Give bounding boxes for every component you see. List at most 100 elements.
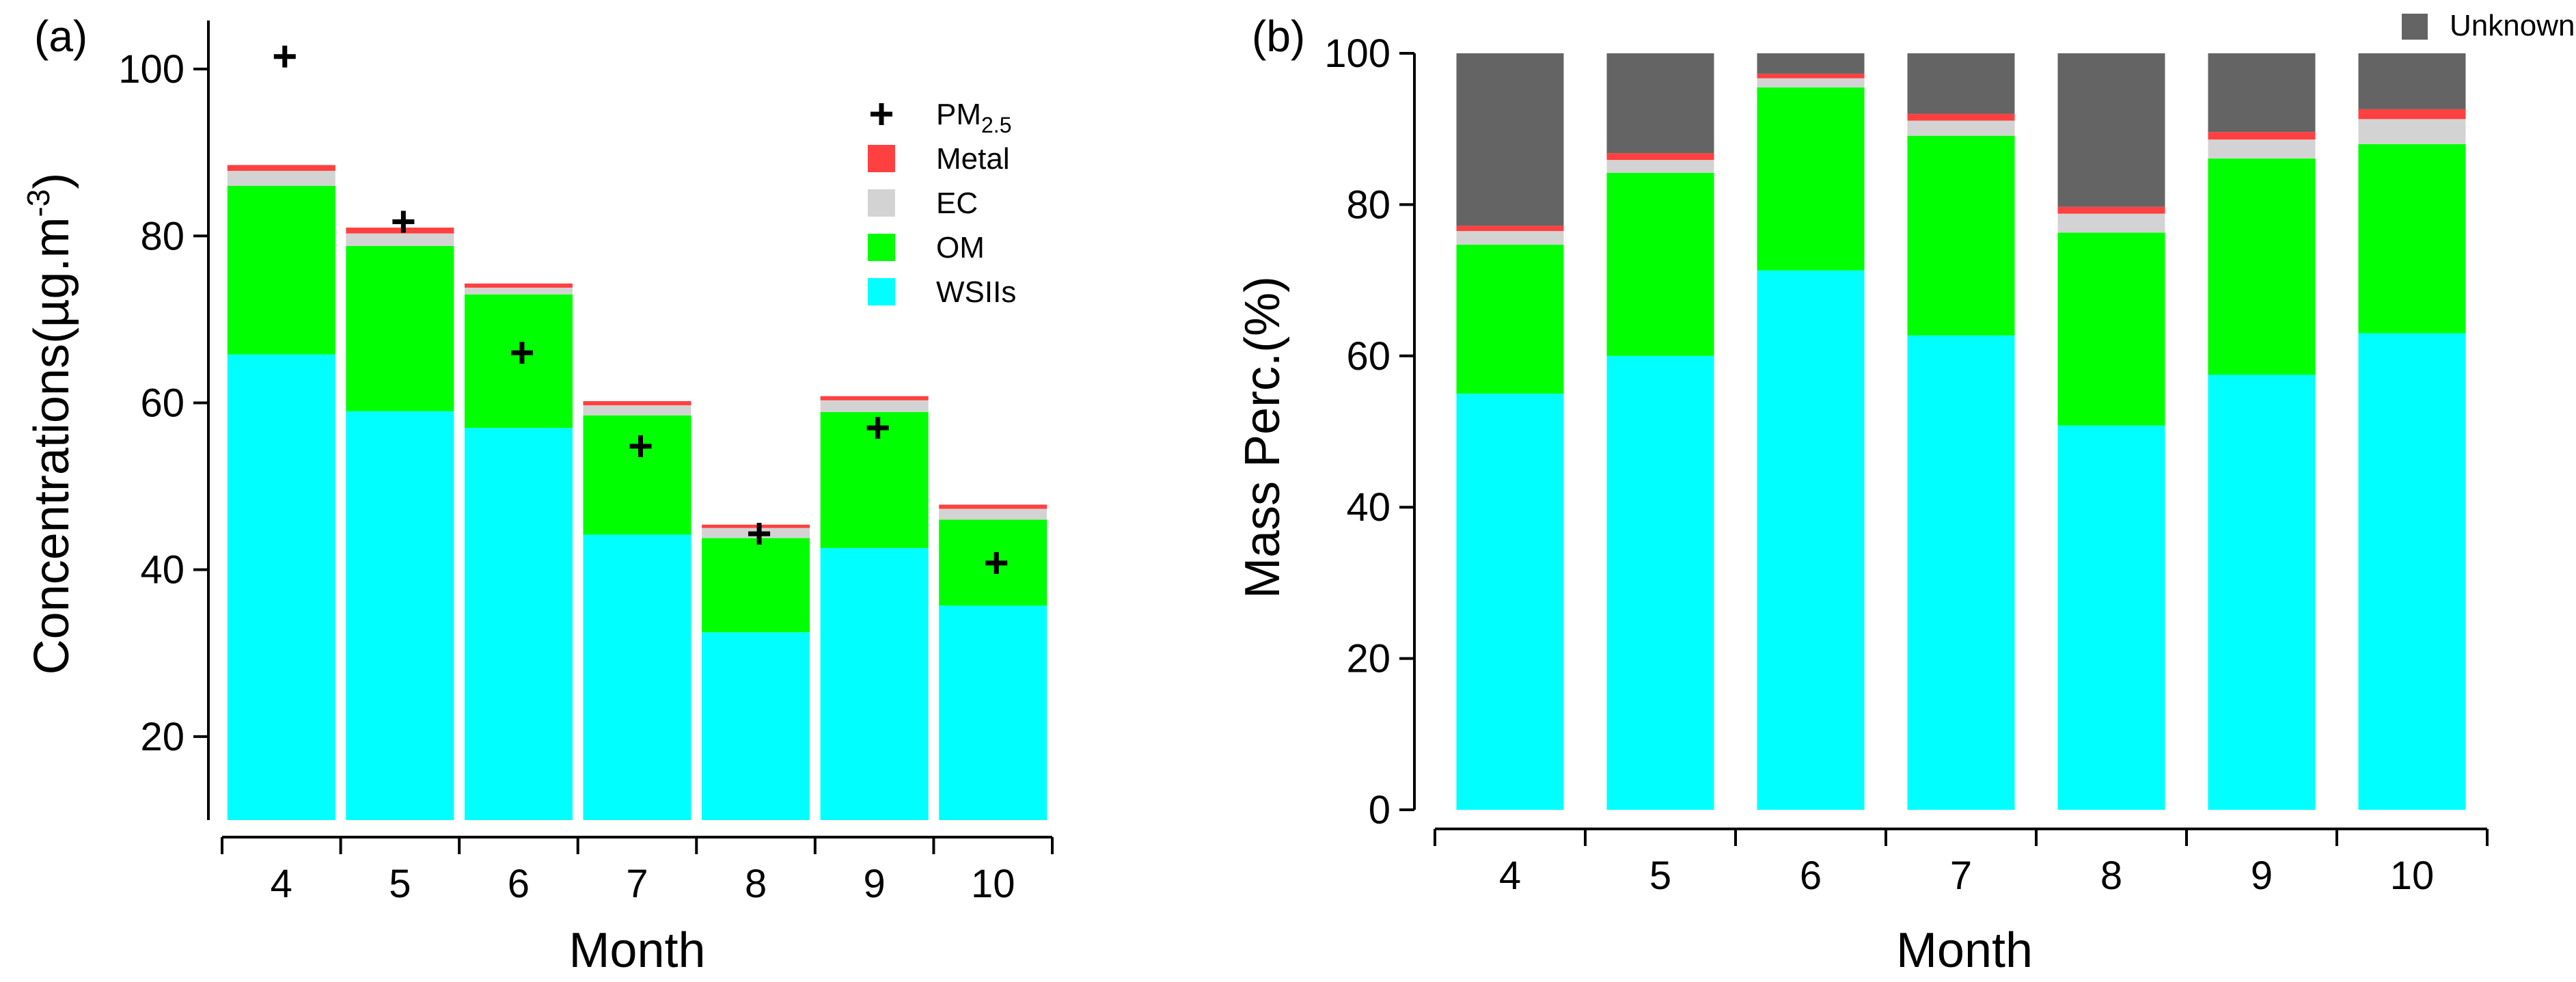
y-tick-label-b-80: 80 — [1346, 182, 1390, 227]
bar-a-om-month-8 — [702, 538, 810, 633]
bar-a-metal-month-5 — [346, 228, 454, 234]
pm25-marker-month-10 — [985, 551, 1008, 574]
x-tick-label-b-10: 10 — [2390, 854, 2435, 898]
y-tick-label-b-100: 100 — [1324, 31, 1390, 76]
bar-b-om-month-4 — [1456, 245, 1564, 394]
bar-b-metal-month-4 — [1456, 226, 1564, 232]
pm25-marker-month-8 — [748, 523, 771, 545]
pm25-marker-month-9 — [866, 417, 889, 439]
y-tick-label-a-60: 60 — [140, 381, 184, 425]
bar-b-wsiis-month-10 — [2358, 333, 2466, 810]
x-tick-label-a-8: 8 — [745, 862, 767, 906]
bar-b-metal-month-9 — [2208, 132, 2316, 140]
bar-a-wsiis-month-8 — [702, 632, 810, 820]
x-axis-title-a: Month — [568, 923, 705, 978]
bar-b-wsiis-month-7 — [1907, 335, 2015, 810]
y-tick-label-a-80: 80 — [140, 214, 184, 258]
bar-a-wsiis-month-7 — [583, 534, 691, 820]
y-axis-title-a-main: Concentrations(µg.m — [25, 217, 79, 675]
bar-b-unknown-month-9 — [2208, 53, 2316, 133]
bar-b-unknown-month-5 — [1606, 53, 1714, 154]
x-tick-label-a-4: 4 — [271, 862, 292, 906]
bar-b-unknown-month-6 — [1757, 53, 1865, 74]
legend-b-label-unknown: Unknown — [2450, 9, 2575, 42]
pm25-marker-month-7 — [629, 435, 652, 457]
bar-a-ec-month-5 — [346, 233, 454, 246]
legend-a-swatch-metal — [868, 145, 895, 172]
bar-a-ec-month-9 — [820, 400, 929, 412]
bar-a-metal-month-9 — [820, 396, 929, 400]
y-tick-label-a-100: 100 — [118, 47, 184, 92]
bar-a-om-month-9 — [820, 411, 929, 548]
bar-b-om-month-8 — [2057, 232, 2165, 426]
y-tick-label-b-40: 40 — [1346, 485, 1390, 530]
bar-b-metal-month-8 — [2057, 206, 2165, 214]
bar-b-metal-month-7 — [1907, 113, 2015, 121]
x-tick-label-b-8: 8 — [2100, 854, 2122, 898]
bar-b-unknown-month-10 — [2358, 53, 2466, 109]
panel-a-label: (a) — [34, 12, 87, 61]
bar-a-metal-month-10 — [939, 504, 1047, 509]
x-tick-label-b-4: 4 — [1499, 854, 1521, 898]
y-axis-title-b: Mass Perc.(%) — [1235, 276, 1290, 599]
bar-b-metal-month-5 — [1606, 153, 1714, 161]
bar-b-wsiis-month-8 — [2057, 425, 2165, 810]
panel-b-label: (b) — [1252, 12, 1305, 61]
bar-b-metal-month-6 — [1757, 73, 1865, 79]
legend-a-label-om: OM — [936, 231, 985, 264]
bar-a-metal-month-4 — [227, 165, 335, 172]
x-tick-label-b-5: 5 — [1649, 854, 1671, 898]
x-tick-label-b-9: 9 — [2251, 854, 2273, 898]
x-tick-label-b-7: 7 — [1950, 854, 1972, 898]
bar-a-ec-month-4 — [227, 171, 335, 186]
y-axis-title-a-close: ) — [25, 173, 79, 189]
panel-a-chart: (a) 20 40 60 80 100 4 5 6 7 8 9 10 Month Concentration… — [20, 12, 1054, 978]
legend-a-pm25-sub: 2.5 — [981, 113, 1011, 137]
y-tick-label-a-20: 20 — [140, 715, 184, 759]
x-axis-title-b: Month — [1896, 923, 2033, 978]
bar-b-om-month-9 — [2208, 158, 2316, 375]
bar-b-unknown-month-4 — [1456, 53, 1564, 226]
bar-b-om-month-6 — [1757, 87, 1865, 271]
bar-b-wsiis-month-4 — [1456, 394, 1564, 810]
x-tick-label-a-9: 9 — [864, 862, 886, 906]
bar-b-ec-month-8 — [2057, 213, 2165, 233]
x-tick-label-a-7: 7 — [626, 862, 648, 906]
bar-a-ec-month-7 — [583, 405, 691, 415]
bar-b-ec-month-4 — [1456, 231, 1564, 245]
y-tick-label-b-0: 0 — [1369, 788, 1390, 832]
bar-a-metal-month-8 — [702, 524, 810, 528]
bar-b-ec-month-5 — [1606, 160, 1714, 173]
pm25-marker-month-4 — [273, 45, 296, 68]
x-tick-label-a-6: 6 — [508, 862, 530, 906]
y-tick-label-a-40: 40 — [140, 548, 184, 592]
bar-b-unknown-month-7 — [1907, 53, 2015, 114]
legend-a-label-ec: EC — [936, 187, 978, 220]
legend-a-label-wsiis: WSIIs — [936, 275, 1016, 309]
legend-a-pm25-label: PM2.5 — [936, 98, 1011, 137]
y-axis-title-a-exp: -3 — [20, 189, 56, 217]
bar-b-unknown-month-8 — [2057, 53, 2165, 207]
bar-a-wsiis-month-9 — [820, 547, 929, 820]
bar-b-om-month-5 — [1606, 172, 1714, 356]
bar-b-wsiis-month-9 — [2208, 374, 2316, 810]
legend-a-pm25-marker — [871, 103, 892, 125]
x-tick-label-a-10: 10 — [971, 862, 1015, 906]
bar-b-wsiis-month-5 — [1606, 355, 1714, 810]
bar-b-metal-month-10 — [2358, 109, 2466, 120]
bar-a-ec-month-6 — [464, 287, 573, 295]
y-tick-label-b-20: 20 — [1346, 637, 1390, 681]
bar-b-ec-month-9 — [2208, 139, 2316, 159]
bar-b-om-month-7 — [1907, 135, 2015, 336]
bar-b-ec-month-6 — [1757, 78, 1865, 87]
legend-a-pm25-main: PM — [936, 98, 981, 131]
bar-b-ec-month-7 — [1907, 120, 2015, 136]
bar-a-wsiis-month-5 — [346, 411, 454, 820]
y-axis-title-a: Concentrations(µg.m-3) — [20, 173, 79, 675]
bar-a-wsiis-month-10 — [939, 605, 1047, 820]
bar-a-om-month-6 — [464, 294, 573, 428]
bar-a-om-month-4 — [227, 186, 335, 355]
y-tick-label-b-60: 60 — [1346, 334, 1390, 379]
pm25-marker-month-5 — [392, 210, 415, 233]
bar-a-om-month-5 — [346, 245, 454, 411]
